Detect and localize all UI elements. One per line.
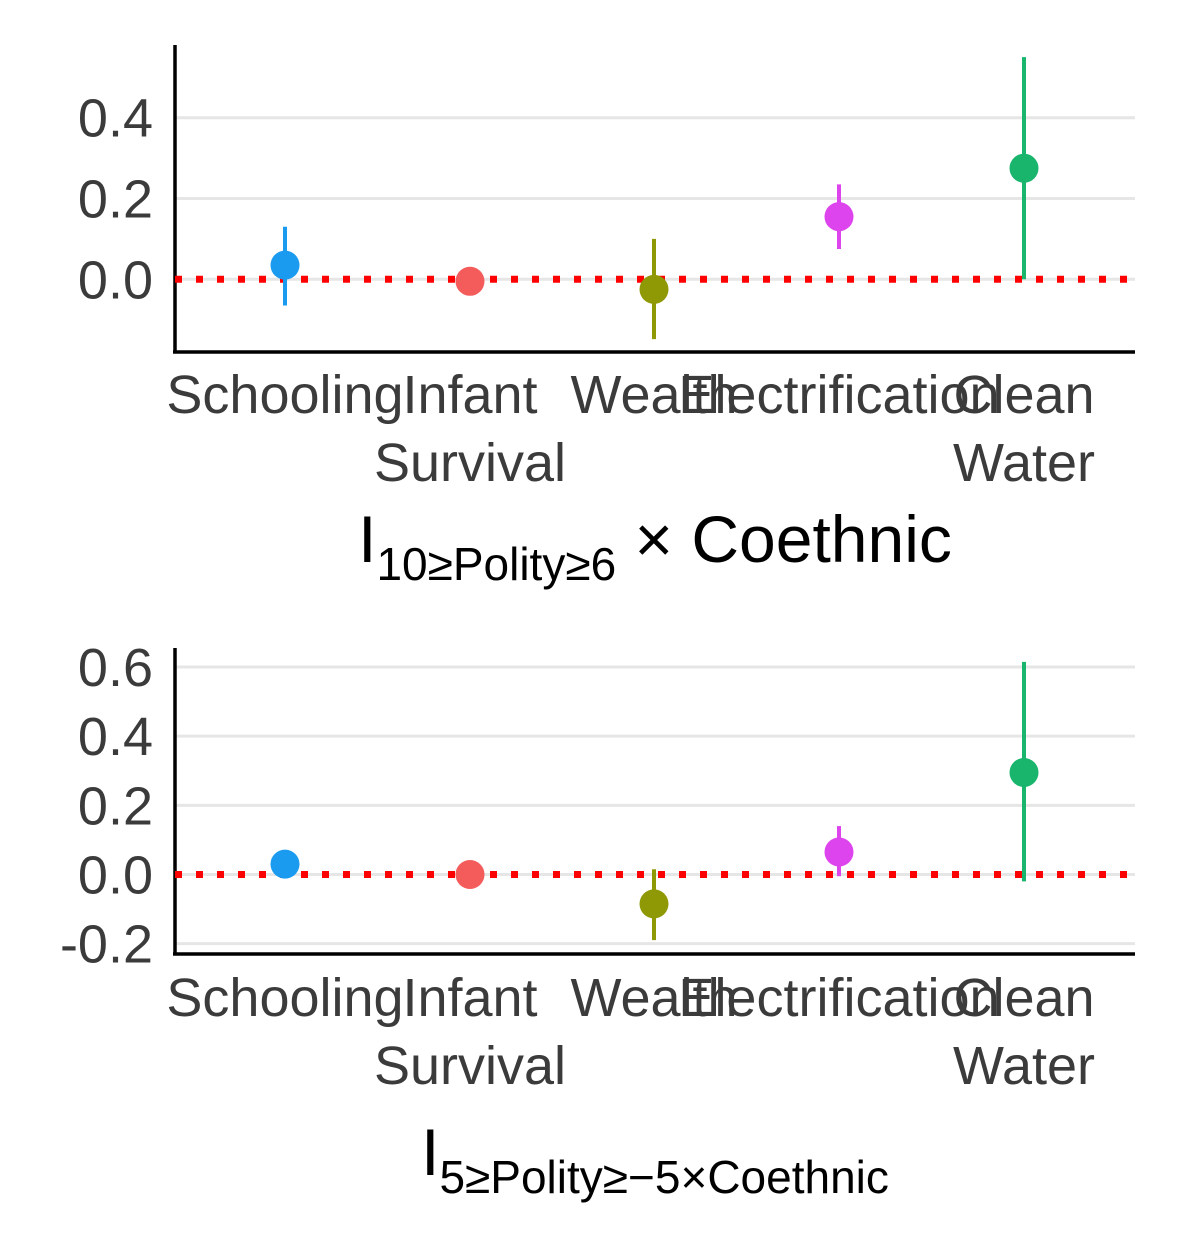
x-tick-label: Wealth: [570, 968, 737, 1028]
data-point: [1009, 757, 1039, 787]
x-tick-label: Schooling: [166, 968, 403, 1028]
x-tick-label: Water: [953, 433, 1095, 493]
y-tick-label: 0.2: [78, 776, 153, 836]
x-axis-title: I5≥Polity≥−5×Coethnic: [421, 1115, 889, 1203]
x-tick-label: Clean: [953, 968, 1094, 1028]
x-tick-label: Infant: [402, 365, 537, 425]
x-tick-label: Infant: [402, 968, 537, 1028]
data-point: [270, 250, 300, 280]
data-point: [455, 859, 485, 889]
x-axis-title: I10≥Polity≥6 × Coethnic: [358, 502, 952, 590]
y-tick-label: -0.2: [60, 915, 153, 975]
data-point: [455, 266, 485, 296]
x-tick-label: Electrification: [678, 365, 999, 425]
x-tick-label: Schooling: [166, 365, 403, 425]
y-tick-label: 0.4: [78, 89, 153, 149]
x-tick-label: Electrification: [678, 968, 999, 1028]
data-point: [824, 837, 854, 867]
panel-2: 0.60.40.20.0-0.2SchoolingInfantSurvivalW…: [60, 638, 1135, 1203]
x-tick-label: Clean: [953, 365, 1094, 425]
x-tick-label: Survival: [374, 433, 566, 493]
y-tick-label: 0.6: [78, 638, 153, 698]
data-point: [639, 889, 669, 919]
y-tick-label: 0.4: [78, 707, 153, 767]
x-tick-label: Wealth: [570, 365, 737, 425]
x-tick-label: Water: [953, 1036, 1095, 1096]
y-tick-label: 0.2: [78, 170, 153, 230]
data-point: [824, 202, 854, 232]
data-point: [1009, 153, 1039, 183]
x-tick-label: Survival: [374, 1036, 566, 1096]
y-tick-label: 0.0: [78, 250, 153, 310]
y-tick-label: 0.0: [78, 845, 153, 905]
data-point: [270, 849, 300, 879]
data-point: [639, 274, 669, 304]
